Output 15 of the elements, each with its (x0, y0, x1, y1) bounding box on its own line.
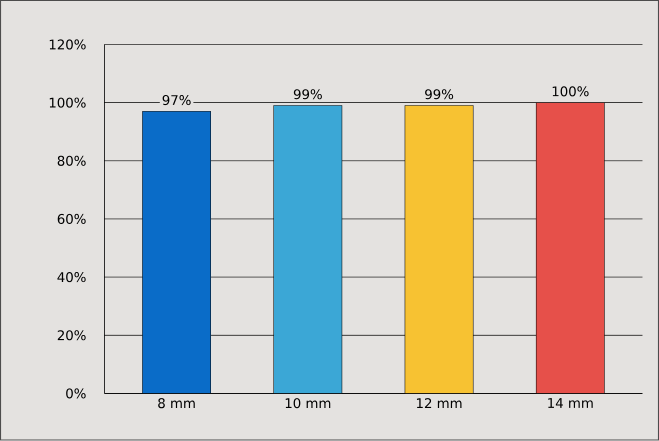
x-tick-label: 8 mm (158, 398, 195, 408)
x-tick-label: 12 mm (416, 398, 462, 408)
data-label: 100% (552, 86, 589, 97)
data-label: 97% (162, 95, 191, 106)
data-label: 99% (425, 89, 454, 100)
data-label: 99% (294, 89, 322, 100)
x-tick-label: 14 mm (548, 398, 593, 408)
y-tick-label: 20% (58, 330, 86, 341)
x-tick-label: 10 mm (286, 398, 330, 408)
y-tick-label: 120% (50, 40, 86, 50)
y-tick-label: 80% (58, 156, 86, 166)
y-tick-label: 60% (58, 214, 86, 224)
y-tick-label: 40% (57, 272, 86, 282)
y-tick-label: 0% (66, 388, 86, 399)
y-tick-label: 100% (50, 98, 86, 108)
